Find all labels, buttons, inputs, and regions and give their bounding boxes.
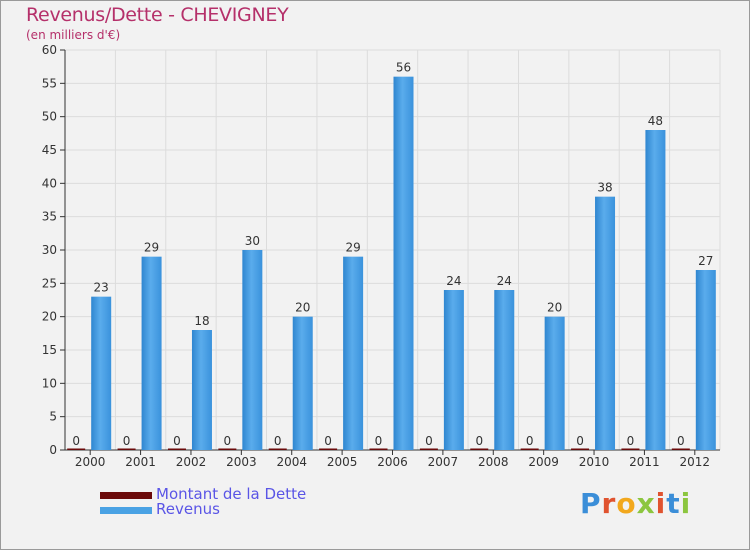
bar-revenus: [141, 256, 162, 450]
x-tick-label: 2001: [125, 455, 156, 469]
legend-label-dette: Montant de la Dette: [156, 485, 307, 503]
bar-revenus: [544, 316, 565, 450]
bar-revenus: [695, 270, 716, 450]
y-tick-label: 55: [42, 76, 57, 90]
bar-revenus: [393, 76, 414, 451]
x-tick-label: 2002: [176, 455, 207, 469]
data-label-revenus: 18: [194, 314, 209, 328]
x-tick-label: 2008: [478, 455, 509, 469]
x-tick-label: 2007: [428, 455, 459, 469]
bar-revenus: [242, 250, 263, 450]
bar-dette: [268, 448, 287, 450]
logo-letter: i: [655, 487, 667, 520]
bar-dette: [571, 448, 590, 450]
logo-letter: r: [601, 487, 617, 520]
data-label-dette: 0: [576, 434, 584, 448]
bar-revenus: [494, 290, 515, 450]
logo-letter: i: [680, 487, 692, 520]
y-tick-label: 40: [42, 176, 57, 190]
y-tick-label: 30: [42, 243, 57, 257]
bar-dette: [419, 448, 438, 450]
bar-dette: [117, 448, 136, 450]
y-tick-label: 60: [42, 43, 57, 57]
bar-revenus: [343, 256, 364, 450]
bar-revenus: [443, 290, 464, 450]
y-tick-label: 50: [42, 110, 57, 124]
data-label-dette: 0: [677, 434, 685, 448]
logo-letter: t: [666, 487, 681, 520]
bar-dette: [621, 448, 640, 450]
data-label-revenus: 38: [597, 181, 612, 195]
legend-swatch-dette: [100, 492, 152, 499]
data-label-dette: 0: [173, 434, 181, 448]
bar-revenus: [292, 316, 313, 450]
bars: [67, 76, 716, 451]
grid-lines: [64, 49, 721, 451]
data-label-revenus: 23: [94, 281, 109, 295]
bar-dette: [319, 448, 338, 450]
data-labels: 0 23 0 29 0 18 0 30 0 20 0 29 0 56 0 24 0 24 0 20 0 38 0 48 0 27: [72, 61, 713, 448]
data-label-dette: 0: [627, 434, 635, 448]
y-tick-label: 10: [42, 376, 57, 390]
bar-revenus: [645, 130, 666, 450]
data-label-dette: 0: [526, 434, 534, 448]
bar-dette: [671, 448, 690, 450]
x-tick-label: 2004: [276, 455, 307, 469]
data-label-dette: 0: [123, 434, 131, 448]
data-label-dette: 0: [375, 434, 383, 448]
data-label-revenus: 56: [396, 61, 411, 75]
legend-label-revenus: Revenus: [156, 500, 220, 518]
data-label-revenus: 20: [547, 301, 562, 315]
bar-dette: [369, 448, 388, 450]
legend-swatch-revenus: [100, 507, 152, 514]
x-tick-label: 2000: [75, 455, 106, 469]
data-label-revenus: 27: [698, 254, 713, 268]
data-label-revenus: 30: [245, 234, 260, 248]
data-label-dette: 0: [274, 434, 282, 448]
bar-dette: [470, 448, 489, 450]
data-label-revenus: 48: [648, 114, 663, 128]
y-tick-label: 45: [42, 143, 57, 157]
data-label-revenus: 29: [144, 241, 159, 255]
logo-letter: o: [616, 487, 637, 520]
data-label-dette: 0: [72, 434, 80, 448]
chart-title: Revenus/Dette - CHEVIGNEY: [26, 4, 289, 26]
x-tick-label: 2010: [579, 455, 610, 469]
data-label-dette: 0: [475, 434, 483, 448]
proxiti-logo: Proxiti: [580, 487, 691, 520]
x-tick-label: 2003: [226, 455, 257, 469]
x-tick-label: 2012: [680, 455, 711, 469]
bar-revenus: [91, 296, 112, 450]
y-tick-label: 35: [42, 210, 57, 224]
logo-letter: x: [636, 487, 656, 520]
x-tick-label: 2011: [629, 455, 660, 469]
x-tick-label: 2006: [377, 455, 408, 469]
bar-dette: [520, 448, 539, 450]
bar-dette: [67, 448, 86, 450]
bar-dette: [218, 448, 237, 450]
logo-letter: P: [580, 487, 602, 520]
bar-revenus: [191, 330, 212, 450]
data-label-dette: 0: [425, 434, 433, 448]
data-label-dette: 0: [324, 434, 332, 448]
bar-revenus: [595, 196, 616, 450]
y-tick-label: 5: [49, 410, 57, 424]
data-label-revenus: 20: [295, 301, 310, 315]
y-tick-label: 15: [42, 343, 57, 357]
y-tick-label: 0: [49, 443, 57, 457]
x-tick-label: 2009: [528, 455, 559, 469]
x-tick-label: 2005: [327, 455, 358, 469]
y-tick-label: 20: [42, 310, 57, 324]
chart-subtitle: (en milliers d'€): [26, 28, 121, 42]
data-label-revenus: 29: [345, 241, 360, 255]
data-label-revenus: 24: [497, 274, 512, 288]
y-tick-label: 25: [42, 276, 57, 290]
data-label-dette: 0: [224, 434, 232, 448]
bar-dette: [167, 448, 186, 450]
data-label-revenus: 24: [446, 274, 461, 288]
